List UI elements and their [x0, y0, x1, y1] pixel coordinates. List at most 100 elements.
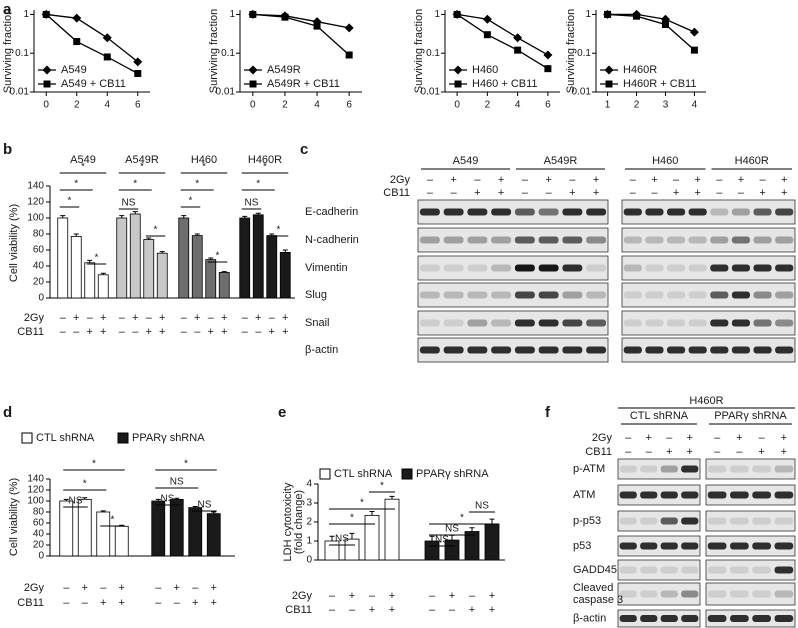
marker	[103, 53, 111, 61]
bar	[218, 271, 230, 299]
condition-sign: +	[87, 326, 93, 338]
blot-band	[491, 264, 512, 272]
bar	[97, 274, 109, 299]
blot-band	[730, 566, 749, 574]
blot-strip	[705, 484, 796, 506]
blot-band	[774, 517, 794, 525]
marker	[249, 10, 257, 18]
significance-label: NS	[475, 501, 489, 512]
blot-band	[731, 291, 751, 299]
condition-label: CB11	[585, 446, 612, 458]
condition-sign: +	[119, 597, 125, 609]
condition-sign: +	[119, 582, 125, 594]
blot-band	[491, 346, 512, 354]
condition-sign: –	[429, 604, 436, 616]
blot-band	[645, 208, 664, 216]
significance-label: NS	[69, 496, 83, 507]
y-tick-label: 140	[27, 474, 44, 485]
blot-band	[666, 236, 686, 244]
error-bar	[329, 535, 335, 541]
y-tick-label: 0	[38, 551, 44, 562]
blot-band	[774, 542, 794, 550]
blot-band	[710, 346, 729, 354]
y-tick-label: 0	[306, 555, 312, 566]
y-axis-label: Surviving fraction	[208, 9, 220, 93]
blot-band	[623, 264, 642, 272]
y-tick-label: 0.1	[426, 48, 440, 59]
condition-sign: –	[625, 446, 632, 458]
blot-band	[562, 346, 583, 354]
y-axis-label: Surviving fraction	[2, 9, 14, 93]
legend-marker	[42, 65, 52, 75]
blot-group-label: A549	[453, 155, 479, 167]
x-tick-label: 4	[515, 100, 521, 111]
blot-strip	[617, 484, 701, 506]
condition-sign: –	[666, 432, 673, 444]
blot-band	[707, 517, 727, 525]
blot-band	[775, 346, 794, 354]
legend-label: H460	[472, 64, 498, 76]
blot-band	[514, 346, 535, 354]
blot-group-label: H460	[652, 155, 678, 167]
blot-band	[619, 566, 637, 574]
blot-band	[586, 236, 607, 244]
x-tick-label: 2	[74, 100, 80, 111]
blot-row-label: p-ATM	[573, 463, 605, 475]
condition-sign: +	[269, 326, 275, 338]
y-axis-label: Cell viability (%)	[8, 478, 20, 556]
blot-band	[774, 566, 794, 574]
bar	[344, 538, 360, 561]
x-tick-label: 4	[314, 100, 320, 111]
condition-sign: –	[82, 597, 89, 609]
condition-sign: –	[738, 187, 745, 199]
marker	[543, 50, 553, 60]
condition-sign: –	[329, 590, 336, 602]
marker	[102, 33, 112, 43]
blot-group-label: CTL shRNA	[630, 410, 689, 422]
condition-sign: +	[73, 312, 79, 324]
y-tick-label: 100	[27, 496, 44, 507]
bar	[266, 235, 278, 299]
bar	[151, 500, 166, 557]
error-bar	[489, 518, 495, 524]
blot-band	[774, 590, 794, 598]
panel-label: b	[3, 141, 12, 158]
blot-band	[623, 346, 642, 354]
y-tick-label: 1	[434, 9, 440, 20]
blot-band	[752, 542, 771, 550]
bar	[116, 217, 128, 299]
blot-band	[660, 542, 678, 550]
blot-band	[467, 264, 488, 272]
blot-band	[753, 291, 772, 299]
marker	[281, 13, 289, 21]
condition-sign: +	[349, 590, 355, 602]
blot-band	[731, 346, 751, 354]
x-tick-label: 2	[634, 100, 640, 111]
blot-band	[731, 208, 751, 216]
marker	[133, 57, 143, 67]
condition-sign: –	[242, 312, 249, 324]
marker	[313, 22, 321, 30]
legend-marker	[453, 65, 463, 75]
x-tick-label: 4	[692, 100, 698, 111]
condition-sign: –	[646, 446, 653, 458]
blot-band	[710, 264, 729, 272]
significance-label: NS	[198, 500, 212, 511]
blot-band	[681, 566, 699, 574]
condition-sign: +	[192, 597, 198, 609]
blot-band	[619, 517, 637, 525]
condition-sign: +	[474, 187, 480, 199]
condition-sign: –	[625, 432, 632, 444]
error-bar	[449, 534, 455, 541]
condition-sign: –	[194, 326, 201, 338]
blot-band	[443, 208, 464, 216]
condition-sign: –	[60, 312, 67, 324]
blot-band	[775, 291, 794, 299]
blot-band	[710, 208, 729, 216]
significance-label: *	[195, 179, 199, 190]
blot-band	[645, 236, 664, 244]
blot-band	[467, 319, 488, 327]
blot-band	[753, 208, 772, 216]
marker	[661, 20, 669, 28]
blot-band	[645, 319, 664, 327]
